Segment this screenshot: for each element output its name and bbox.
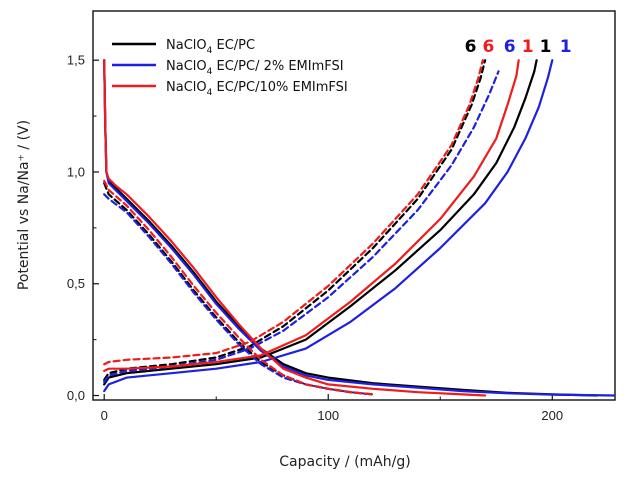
series-line: [103, 182, 375, 396]
series-line: [103, 59, 520, 372]
series-line: [103, 59, 487, 397]
y-tick-label: 1,5: [67, 53, 85, 68]
legend-entry: NaClO4 EC/PC/ 2% EMImFSI: [166, 59, 344, 77]
series-line: [103, 70, 500, 384]
series-line: [103, 59, 484, 366]
cycle-number-label: 1: [540, 37, 552, 57]
legend: NaClO4 EC/PC NaClO4 EC/PC/ 2% EMImFSI NaCl…: [112, 38, 348, 98]
y-tick-label: 0,5: [67, 276, 85, 291]
cycle-number-label: 6: [482, 37, 494, 57]
x-tick-label: 200: [541, 408, 563, 423]
y-tick-label: 0,0: [67, 388, 85, 403]
plot-frame: [92, 10, 616, 401]
x-axis-title: Capacity / (mAh/g): [279, 454, 410, 470]
legend-entry: NaClO4 EC/PC/10% EMImFSI: [166, 80, 348, 98]
x-tick-label: 100: [317, 408, 339, 423]
series-line: [103, 59, 487, 381]
cycle-number-label: 6: [504, 37, 516, 57]
series-line: [103, 59, 615, 397]
series-line: [103, 59, 599, 397]
y-axis: 0,0 0,5 1,0 1,5: [67, 53, 99, 403]
legend-entry: NaClO4 EC/PC: [166, 38, 255, 56]
series-line: [103, 179, 375, 396]
cycle-number-label: 1: [560, 37, 572, 57]
cycle-number-label: 1: [522, 37, 534, 57]
x-tick-label: 0: [101, 408, 108, 423]
x-axis: 0 100 200: [101, 394, 563, 423]
series-line: [103, 59, 554, 393]
y-tick-label: 1,0: [67, 164, 85, 179]
series-layer: [103, 59, 615, 397]
series-line: [103, 59, 538, 386]
y-axis-title: Potential vs Na/Na⁺ / (V): [16, 120, 32, 290]
cycle-number-label: 6: [465, 37, 477, 57]
